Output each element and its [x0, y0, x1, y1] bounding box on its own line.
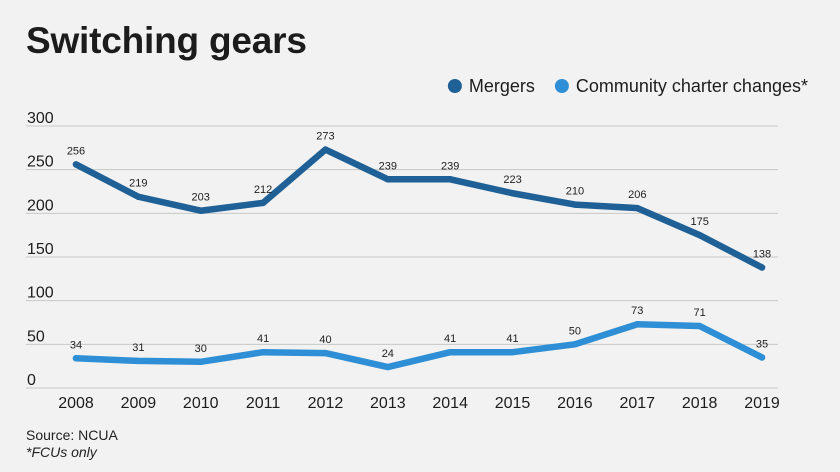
data-label: 210	[566, 186, 584, 198]
data-point	[634, 204, 641, 212]
data-label: 175	[690, 216, 708, 228]
x-tick-label-2019: 2019	[744, 395, 780, 412]
legend-label-1: Community charter changes*	[576, 76, 808, 96]
data-point	[322, 349, 329, 357]
data-label: 138	[753, 248, 771, 260]
data-label: 41	[506, 333, 518, 345]
data-point	[446, 176, 454, 183]
data-label: 35	[756, 338, 768, 350]
data-label: 212	[254, 184, 272, 196]
x-tick-label-2017: 2017	[619, 395, 655, 412]
data-point	[197, 358, 204, 365]
data-point	[571, 341, 579, 348]
x-tick-label-2018: 2018	[682, 395, 718, 412]
x-tick-label-2011: 2011	[246, 395, 281, 412]
data-label: 41	[257, 333, 269, 345]
data-label: 34	[70, 339, 82, 351]
data-label: 30	[195, 343, 207, 355]
data-label: 256	[67, 145, 85, 157]
x-tick-label-2009: 2009	[121, 395, 157, 412]
data-label: 223	[503, 174, 521, 186]
data-label: 206	[628, 189, 646, 201]
data-point	[135, 193, 142, 200]
data-point	[634, 321, 641, 328]
footnote: *FCUs only	[26, 444, 97, 460]
y-tick-label-150: 150	[27, 241, 54, 258]
data-label: 73	[631, 305, 643, 317]
y-tick-label-50: 50	[27, 328, 45, 345]
x-tick-label-2013: 2013	[370, 395, 406, 412]
line-chart: Community charter changes* Mergers 0 50 100…	[26, 76, 808, 412]
data-point	[197, 207, 204, 214]
chart-title: Switching gears	[26, 20, 307, 61]
data-point	[758, 354, 766, 361]
data-point	[446, 348, 454, 356]
x-tick-label-2016: 2016	[557, 395, 593, 412]
data-label: 24	[382, 348, 394, 360]
series-line-0	[72, 146, 766, 271]
data-point	[259, 199, 267, 207]
series-line-1	[72, 320, 766, 371]
data-point	[384, 363, 392, 371]
data-label: 71	[694, 307, 706, 319]
data-point	[259, 348, 267, 356]
legend-swatch-0	[447, 79, 462, 93]
data-label: 203	[192, 192, 210, 204]
x-tick-label-2008: 2008	[58, 395, 94, 412]
data-point	[384, 176, 392, 183]
x-tick-label-2012: 2012	[308, 395, 344, 412]
gridlines	[26, 125, 778, 389]
y-tick-label-250: 250	[27, 154, 54, 171]
data-labels: 256 219 203 212 273 239 239 223 210 206 175 138 34 31…	[67, 131, 771, 360]
chart-legend: Community charter changes* Mergers	[447, 76, 808, 96]
y-tick-label-200: 200	[27, 197, 54, 214]
data-point	[758, 264, 766, 271]
x-tick-label-2015: 2015	[495, 395, 531, 412]
data-label: 31	[132, 342, 144, 354]
data-point	[509, 190, 516, 197]
data-point	[322, 146, 329, 153]
data-label: 273	[316, 131, 334, 143]
data-label: 239	[441, 160, 459, 172]
data-point	[696, 231, 703, 239]
data-label: 41	[444, 333, 456, 345]
data-point	[696, 322, 703, 330]
data-label: 50	[569, 325, 581, 337]
series-lines	[72, 146, 766, 371]
data-point	[571, 201, 579, 208]
source-note: Source: NCUA	[26, 427, 118, 443]
x-axis: 2008 2009 2010 2011 2012 2013 2014 2015 2016 2017…	[58, 395, 780, 412]
data-point	[72, 355, 80, 362]
y-tick-label-300: 300	[27, 110, 54, 127]
x-tick-label-2014: 2014	[432, 395, 468, 412]
y-axis: 0 50 100 150 200 250 300	[27, 110, 54, 389]
legend-swatch-1	[554, 79, 569, 93]
data-point	[509, 348, 516, 356]
data-point	[135, 357, 142, 365]
x-tick-label-2010: 2010	[183, 395, 219, 412]
data-label: 239	[379, 160, 397, 172]
legend-label-0: Mergers	[469, 76, 535, 96]
y-tick-label-0: 0	[27, 372, 36, 389]
data-point	[72, 161, 80, 168]
y-tick-label-100: 100	[27, 285, 54, 302]
data-label: 219	[129, 178, 147, 190]
data-label: 40	[319, 334, 331, 346]
